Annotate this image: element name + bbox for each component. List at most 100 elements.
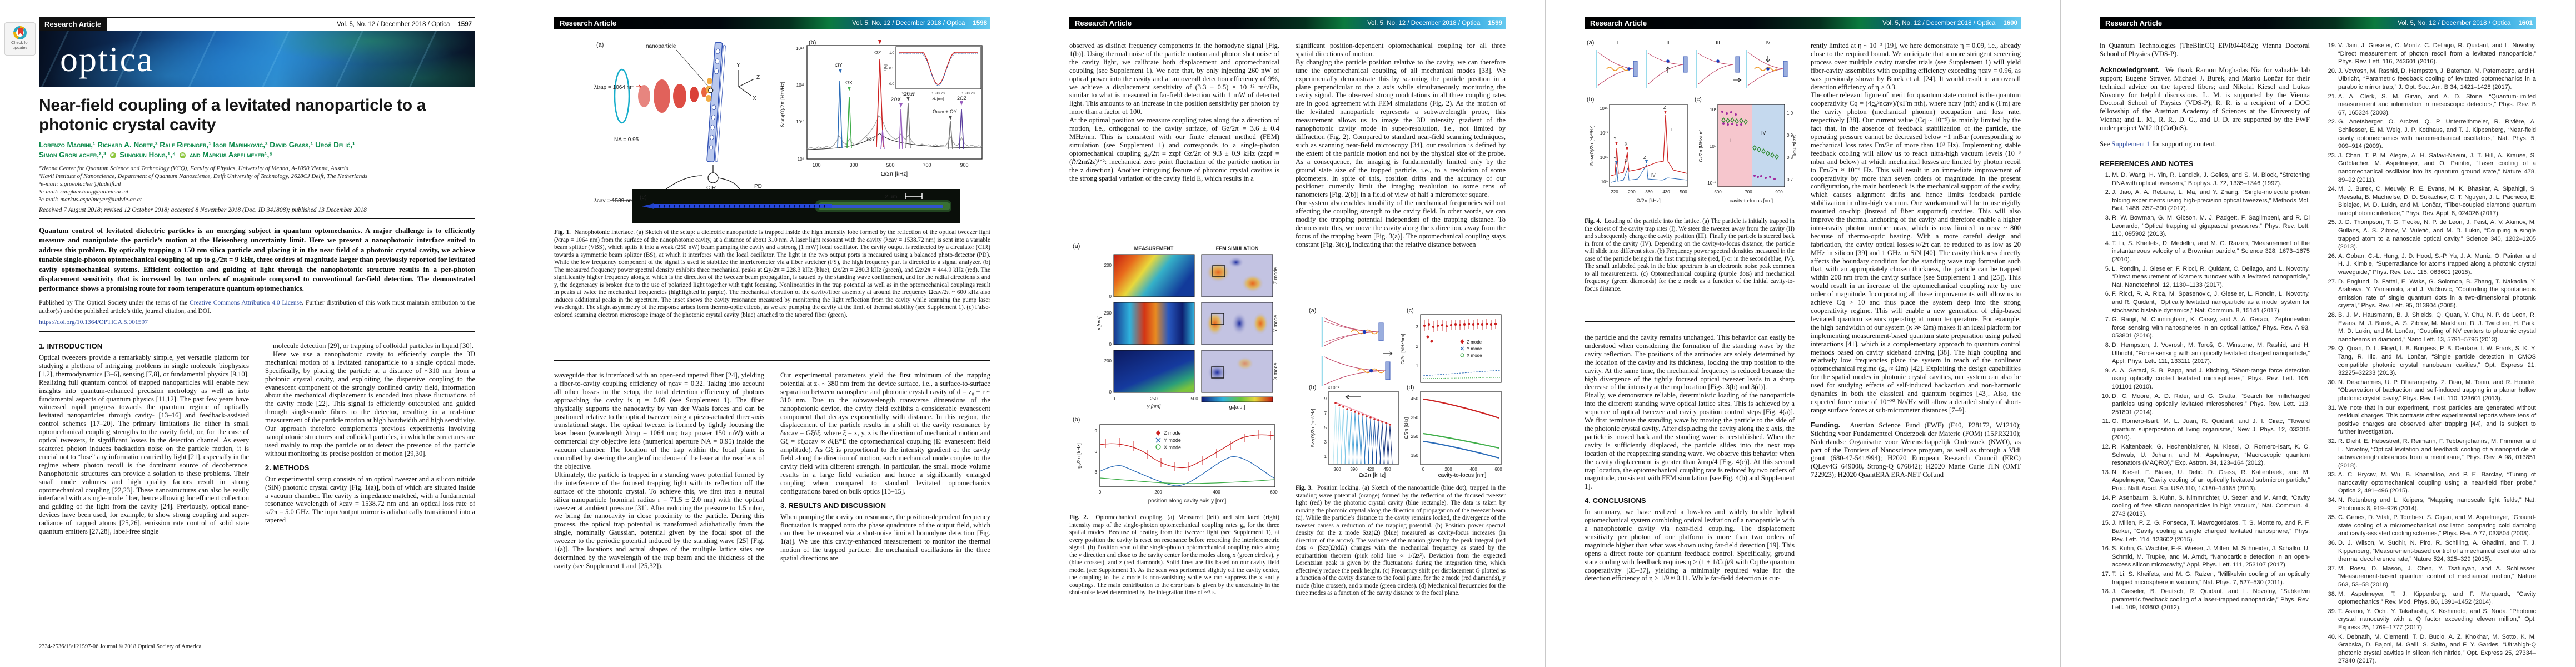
y-tick: 9: [1324, 396, 1327, 401]
c-y-label: G/2π [MHz/nm]: [1401, 334, 1406, 365]
map-y-tick: 200: [1104, 359, 1112, 364]
fem-simulation-header: FEM SIMULATION: [1216, 246, 1259, 251]
figure-2-caption: Fig. 2. Optomechanical coupling. (a) Mea…: [1069, 514, 1279, 597]
panel-iii: III: [1716, 40, 1720, 46]
y-tick: 450: [1411, 396, 1419, 401]
c-y-ticks: 3 2 1: [1416, 325, 1419, 369]
body-paragraph: Optical tweezers provide a remarkably si…: [39, 354, 249, 536]
y-mode-curve: [1099, 456, 1274, 486]
body-paragraph: significant position-dependent optomecha…: [1296, 42, 1506, 58]
panel-a-label: (a): [1309, 307, 1316, 314]
y-tick: 350: [1411, 415, 1419, 420]
b-y-ticks: 9 7 5 3 1: [1324, 396, 1327, 459]
loading-sketch-II: [1646, 50, 1688, 88]
crossmark-badge[interactable]: Check for updates: [4, 22, 36, 56]
authors-line2c: and Markus Aspelmeyer¹,⁵: [190, 151, 273, 159]
p2-left-column: waveguide that is interfaced with an ope…: [554, 371, 764, 644]
reference-item: T. Li, S. Kheifets, and M. G. Raizen, “M…: [2112, 570, 2310, 586]
peak-labels: ΩY ΩX ΩZ 2ΩY 2ΩX Ωcav Ωcav + ΩY 2ΩZ: [835, 40, 967, 142]
license-pre: Published by The Optical Society under t…: [39, 299, 190, 306]
body-paragraph: In summary, we have realized a low-loss …: [1585, 508, 1795, 583]
d-x-ticks: 0 200 400 600: [1422, 467, 1502, 471]
panel-b-label: (b): [1073, 416, 1080, 423]
loading-sketch-III: [1696, 50, 1742, 88]
page-header: Research Article Vol. 5, No. 12 / Decemb…: [1585, 17, 2021, 29]
fig2-legend: Z mode Y mode X mode: [1155, 430, 1181, 450]
panel-d-label: (d): [1407, 384, 1414, 391]
peak-z-blue: Z: [1643, 155, 1646, 160]
reference-item: We note that in our experiment, most par…: [2338, 404, 2536, 436]
c-legend: Z mode Y mode X mode: [1460, 339, 1482, 358]
caption-text: Loading of the particle into the lattice…: [1585, 218, 1795, 292]
article-type-label: Research Article: [2105, 19, 2163, 27]
issue-text: Vol. 5, No. 12 / December 2018 / Optica: [1367, 19, 1481, 27]
photonic-crystal-beam: [706, 42, 726, 162]
doi-link[interactable]: https://doi.org/10.1364/OPTICA.5.001597: [39, 318, 148, 326]
position-locking-sketch-2: [1321, 351, 1393, 386]
y-tick: 2: [1416, 344, 1419, 349]
reference-item: V. Jain, J. Gieseler, C. Moritz, C. Dell…: [2338, 42, 2536, 66]
peak-label: 2ΩX: [891, 97, 901, 102]
page-number: 1598: [973, 19, 987, 27]
peak-label: 2ΩY: [865, 137, 875, 142]
cavity-wavelength-label: λcav = 1539 nm: [594, 198, 634, 204]
nanoparticle-icon: [708, 88, 714, 93]
y-tick: 10⁰: [1710, 144, 1716, 149]
orcid-icon[interactable]: iD: [109, 152, 116, 158]
y-tick: 5: [1324, 425, 1327, 430]
reference-item: B. J. M. Hausmann, B. J. Shields, Q. Qua…: [2338, 311, 2536, 344]
reference-item: J. Millen, P. Z. G. Fonseca, T. Mavrogor…: [2112, 519, 2310, 544]
coupling-maps: [1113, 254, 1273, 393]
panel-a-label: (a): [1073, 243, 1080, 250]
issue-info: Vol. 5, No. 12 / December 2018 / Optica 1…: [337, 21, 475, 28]
abstract-block: Quantum control of levitated dielectric …: [39, 218, 475, 332]
c-y-right-label: Ωz [Ωmax]: [1792, 135, 1796, 156]
page-1601: Research Article Vol. 5, No. 12 / Decemb…: [2061, 0, 2575, 667]
reference-item: N. Descharmes, U. P. Dharanipathy, Z. Di…: [2338, 379, 2536, 403]
x-tick: 390: [1350, 467, 1358, 471]
x-tick: 360: [1645, 190, 1653, 195]
optica-logo: optica: [60, 39, 154, 79]
figure-3-caption: Fig. 3. Position locking. (a) Sketch of …: [1296, 485, 1506, 598]
supplement-link[interactable]: Supplement 1: [2111, 140, 2150, 148]
spectrum-red-I: [1611, 114, 1688, 176]
measurement-header: MEASUREMENT: [1134, 246, 1174, 251]
reference-item: O. Romero-Isart, M. L. Juan, R. Quidant,…: [2112, 417, 2310, 442]
figure-2: (a) MEASUREMENT FEM SIMULATION Z mode Y: [1073, 243, 1278, 504]
caption-label: Fig. 3.: [1296, 485, 1313, 491]
reference-item: R. Diehl, E. Hebestreit, R. Reimann, F. …: [2338, 437, 2536, 470]
x-tick: 420: [1367, 467, 1374, 471]
colorbar-label: g₀[a.u.]: [1229, 404, 1245, 410]
reference-item: A. A. Clerk, S. M. Girvin, and A. D. Sto…: [2338, 93, 2536, 117]
panel-i: I: [1617, 40, 1619, 46]
funding-text: Austrian Science Fund (FWF) (F40, P28172…: [1811, 421, 2021, 479]
caption-text: Nanophotonic interface. (a) Sketch of th…: [554, 229, 990, 318]
reference-item: N. Rotenberg and L. Kuipers, “Mapping na…: [2338, 496, 2536, 512]
body-paragraph: Here we use a nanophotonic cavity to eff…: [265, 350, 475, 457]
reference-item: J. Jiao, A. A. Rebane, L. Ma, and Y. Zha…: [2112, 188, 2310, 213]
acknowledgment-text: We thank Ramon Moghadas Nia for valuable…: [2100, 66, 2310, 132]
axis-y-label: Y: [736, 62, 740, 68]
body-paragraph: observed as distinct frequency component…: [1069, 42, 1279, 116]
affiliation-line: ⁵e-mail: markus.aspelmeyer@univie.ac.at: [39, 196, 142, 203]
panel-c-label: (c): [640, 194, 647, 201]
figure-1-caption: Fig. 1. Nanophotonic interface. (a) Sket…: [554, 229, 990, 319]
reference-item: R. W. Bowman, G. M. Gibson, M. J. Padget…: [2112, 214, 2310, 238]
b-x-ticks: 0 200 400 600: [1099, 490, 1278, 495]
frequency-diamonds: [1721, 117, 1779, 160]
page-number: 1600: [2003, 19, 2017, 27]
license-link[interactable]: Creative Commons Attribution 4.0 License: [189, 299, 302, 306]
received-line: Received 7 August 2018; revised 12 Octob…: [39, 207, 367, 213]
coupling-dots: [1721, 111, 1776, 180]
peak-label: Ωcav + ΩY: [933, 109, 957, 115]
peak-label: ΩZ: [874, 50, 881, 56]
map-y-tick: 0: [1109, 342, 1112, 347]
funding-continuation: in Quantum Technologies (TheBlinCQ EP/R0…: [2100, 42, 2310, 58]
supplement-post: for supporting content.: [2150, 140, 2216, 148]
body-paragraph: Our experimental setup consists of an op…: [265, 475, 475, 525]
c-x-ticks: 500 700 900: [1714, 190, 1783, 195]
reference-list-right: V. Jain, J. Gieseler, C. Moritz, C. Dell…: [2326, 42, 2536, 665]
spectrum-blue-IV: [1611, 163, 1688, 183]
variance-dots: [1334, 402, 1391, 426]
orcid-icon[interactable]: iD: [180, 152, 186, 158]
